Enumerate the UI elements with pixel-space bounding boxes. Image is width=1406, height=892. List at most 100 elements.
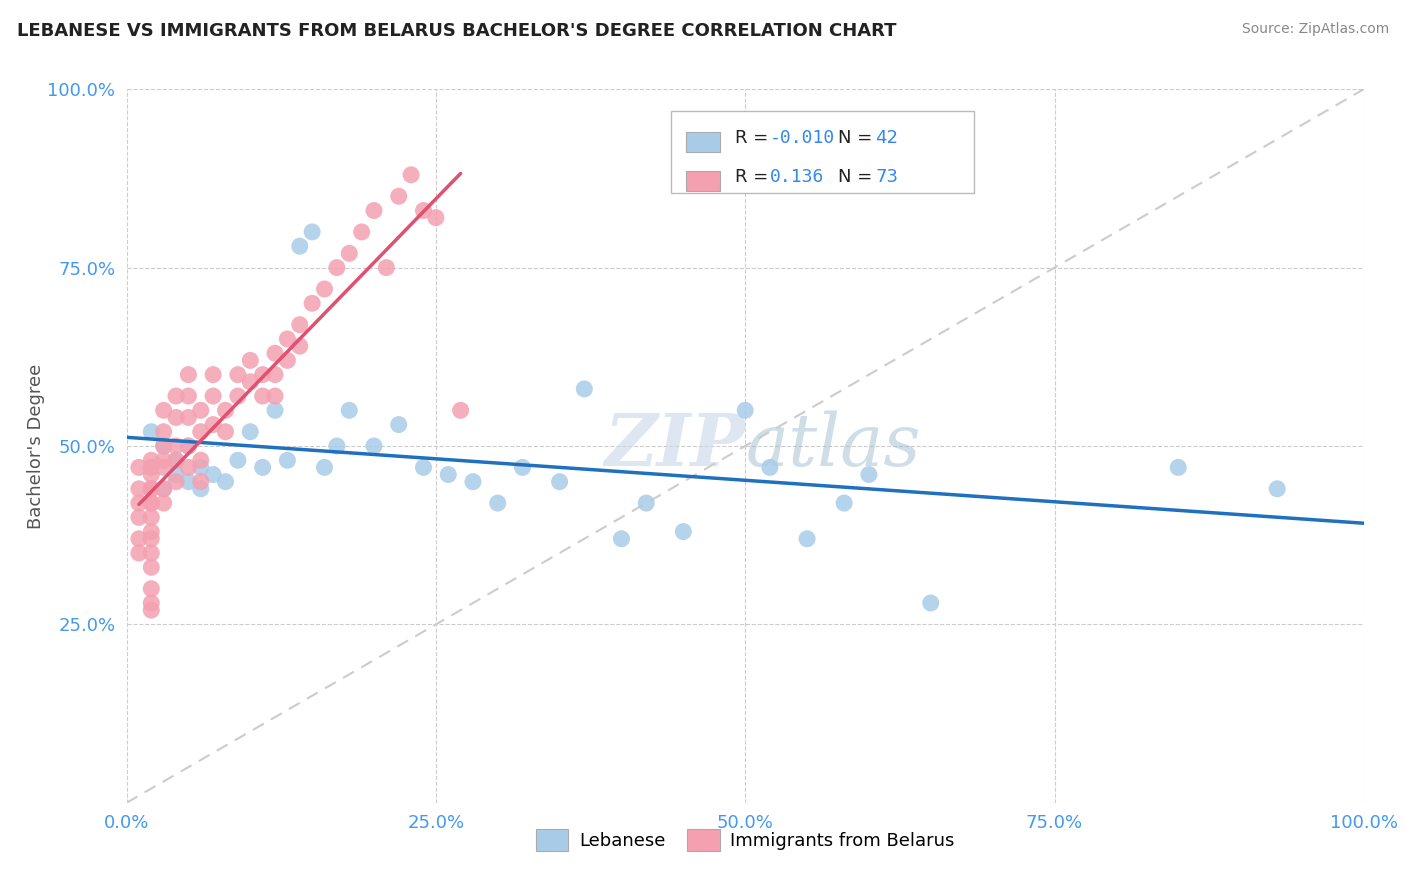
- Point: [326, 439, 349, 453]
- Point: [202, 389, 225, 403]
- Point: [141, 596, 163, 610]
- Point: [165, 389, 187, 403]
- Point: [152, 403, 174, 417]
- Point: [461, 475, 484, 489]
- Point: [214, 403, 236, 417]
- Point: [141, 460, 163, 475]
- Point: [177, 368, 200, 382]
- Text: 0.136: 0.136: [770, 169, 824, 186]
- Point: [399, 168, 422, 182]
- Point: [288, 239, 311, 253]
- Point: [177, 475, 200, 489]
- Text: LEBANESE VS IMMIGRANTS FROM BELARUS BACHELOR'S DEGREE CORRELATION CHART: LEBANESE VS IMMIGRANTS FROM BELARUS BACH…: [17, 22, 897, 40]
- Point: [264, 389, 287, 403]
- Point: [177, 410, 200, 425]
- Point: [301, 225, 323, 239]
- Point: [128, 482, 150, 496]
- Point: [202, 368, 225, 382]
- Point: [141, 510, 163, 524]
- Point: [128, 546, 150, 560]
- Point: [388, 189, 411, 203]
- Point: [152, 460, 174, 475]
- FancyBboxPatch shape: [686, 132, 720, 152]
- Point: [152, 453, 174, 467]
- Point: [1167, 460, 1189, 475]
- Point: [128, 460, 150, 475]
- FancyBboxPatch shape: [686, 171, 720, 191]
- Point: [152, 482, 174, 496]
- Point: [301, 296, 323, 310]
- Point: [512, 460, 534, 475]
- Point: [152, 425, 174, 439]
- Point: [165, 453, 187, 467]
- Point: [363, 439, 385, 453]
- Point: [288, 318, 311, 332]
- Point: [141, 482, 163, 496]
- Point: [214, 425, 236, 439]
- Point: [337, 403, 360, 417]
- Text: Source: ZipAtlas.com: Source: ZipAtlas.com: [1241, 22, 1389, 37]
- Point: [574, 382, 596, 396]
- Point: [190, 403, 212, 417]
- Point: [202, 467, 225, 482]
- Point: [610, 532, 633, 546]
- FancyBboxPatch shape: [671, 111, 974, 193]
- Text: atlas: atlas: [745, 410, 921, 482]
- Point: [363, 203, 385, 218]
- Point: [264, 403, 287, 417]
- Point: [152, 439, 174, 453]
- Point: [177, 439, 200, 453]
- Point: [177, 460, 200, 475]
- Point: [252, 368, 274, 382]
- Point: [226, 453, 249, 467]
- Text: -0.010: -0.010: [770, 129, 835, 147]
- Point: [252, 460, 274, 475]
- Point: [202, 417, 225, 432]
- Point: [858, 467, 880, 482]
- Text: ZIP: ZIP: [605, 410, 745, 482]
- Point: [796, 532, 818, 546]
- Point: [190, 453, 212, 467]
- Point: [412, 203, 434, 218]
- Point: [832, 496, 855, 510]
- Point: [141, 425, 163, 439]
- Point: [276, 353, 298, 368]
- Point: [239, 353, 262, 368]
- Point: [152, 482, 174, 496]
- Point: [165, 410, 187, 425]
- Point: [252, 389, 274, 403]
- Point: [226, 389, 249, 403]
- Point: [450, 403, 472, 417]
- Point: [264, 346, 287, 360]
- Point: [239, 375, 262, 389]
- Point: [734, 403, 756, 417]
- Point: [276, 332, 298, 346]
- Point: [1265, 482, 1288, 496]
- Legend: Lebanese, Immigrants from Belarus: Lebanese, Immigrants from Belarus: [529, 822, 962, 858]
- Point: [141, 460, 163, 475]
- Text: 73: 73: [875, 169, 898, 186]
- Point: [165, 439, 187, 453]
- Point: [190, 460, 212, 475]
- Point: [190, 475, 212, 489]
- Point: [128, 496, 150, 510]
- Point: [276, 453, 298, 467]
- Point: [141, 496, 163, 510]
- Point: [141, 532, 163, 546]
- Point: [326, 260, 349, 275]
- Point: [141, 546, 163, 560]
- Text: 42: 42: [875, 129, 898, 147]
- Point: [165, 467, 187, 482]
- Point: [759, 460, 782, 475]
- Point: [152, 496, 174, 510]
- Point: [314, 282, 336, 296]
- Point: [141, 453, 163, 467]
- Point: [177, 389, 200, 403]
- Point: [190, 482, 212, 496]
- Point: [264, 368, 287, 382]
- Point: [920, 596, 942, 610]
- Point: [141, 482, 163, 496]
- Point: [672, 524, 695, 539]
- Point: [239, 425, 262, 439]
- Point: [412, 460, 434, 475]
